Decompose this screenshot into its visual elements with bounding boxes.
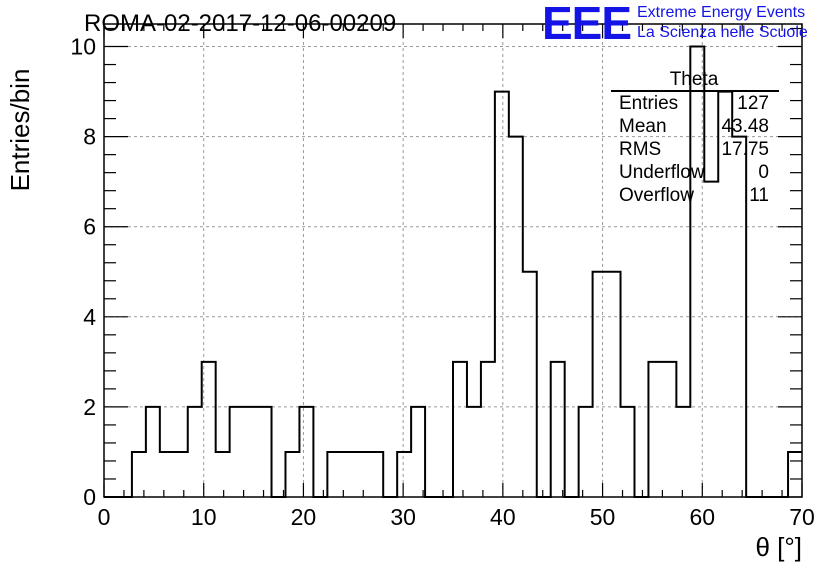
- stats-row-rms: RMS 17.75: [609, 138, 779, 161]
- logo-subtitle-line-2: La Scienza nelle Scuole: [637, 24, 808, 41]
- stats-value: 17.75: [721, 139, 769, 160]
- eee-logo: EEE: [542, 0, 632, 49]
- x-tick-label: 20: [291, 504, 317, 530]
- x-tick-label: 40: [490, 504, 516, 530]
- stats-label: Entries: [619, 93, 679, 114]
- x-tick-label: 60: [689, 504, 715, 530]
- stats-row-underflow: Underflow 0: [609, 161, 779, 184]
- x-tick-label: 30: [390, 504, 416, 530]
- x-tick-label: 70: [789, 504, 815, 530]
- stats-label: Mean: [619, 116, 667, 137]
- x-axis-label: θ [°]: [755, 532, 802, 562]
- stats-value: 43.48: [721, 116, 769, 137]
- stats-label: Overflow: [619, 185, 694, 206]
- stats-row-mean: Mean 43.48: [609, 115, 779, 138]
- y-axis-label: Entries/bin: [4, 68, 35, 192]
- stats-label: Underflow: [619, 162, 705, 183]
- histogram-series-line: [104, 45, 802, 498]
- y-tick-label: 10: [70, 34, 96, 60]
- run-title: ROMA-02-2017-12-06-00209: [84, 10, 397, 37]
- stats-value: 11: [749, 185, 769, 206]
- tick-labels: 0 10 20 30 40 50 60 70 0 2 4 6 8 10: [70, 34, 814, 530]
- y-tick-label: 8: [83, 124, 96, 150]
- y-tick-label: 2: [83, 394, 96, 420]
- stats-row-overflow: Overflow 11: [609, 184, 779, 207]
- stats-row-entries: Entries 127: [609, 92, 779, 115]
- y-tick-label: 6: [83, 214, 96, 240]
- logo-subtitle-line-1: Extreme Energy Events: [637, 4, 806, 21]
- stats-label: RMS: [619, 139, 662, 160]
- stats-title: Theta: [669, 69, 719, 90]
- x-tick-label: 10: [191, 504, 217, 530]
- y-tick-label: 0: [83, 484, 96, 510]
- stats-box: Theta Entries 127 Mean 43.48 RMS 17.75 U…: [609, 70, 779, 207]
- axis-ticks: [103, 24, 803, 498]
- x-tick-label: 0: [98, 504, 111, 530]
- y-tick-label: 4: [83, 304, 96, 330]
- x-tick-label: 50: [590, 504, 616, 530]
- stats-divider: [611, 90, 779, 92]
- stats-value: 0: [758, 162, 769, 183]
- stats-value: 127: [737, 93, 769, 114]
